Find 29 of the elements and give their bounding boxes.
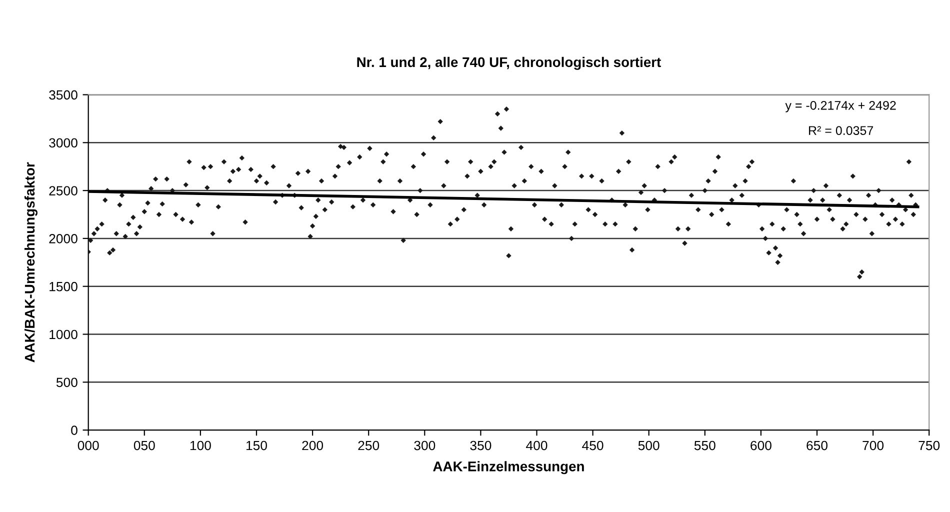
annotation: R² = 0.0357 [809, 126, 874, 135]
y-tick-label: 500 [56, 378, 78, 388]
y-tick-label: 2500 [49, 186, 78, 196]
x-tick-label: 300 [414, 440, 436, 450]
x-tick-label: 000 [78, 440, 99, 450]
x-tick-label: 750 [918, 440, 940, 450]
y-tick-label: 1500 [50, 282, 78, 292]
x-tick-label: 150 [246, 440, 267, 450]
x-tick-label: 500 [638, 440, 660, 450]
x-tick-label: 100 [190, 440, 211, 450]
x-tick-label: 550 [694, 440, 716, 450]
x-tick-label: 050 [134, 440, 155, 450]
y-tick-label: 3500 [49, 90, 78, 100]
x-tick-label: 200 [302, 440, 324, 450]
x-tick-label: 350 [470, 440, 492, 450]
x-tick-label: 250 [358, 440, 380, 450]
x-tick-label: 700 [862, 440, 884, 450]
y-tick-label: 2000 [49, 234, 78, 244]
x-tick-label: 600 [750, 440, 772, 450]
x-tick-label: 400 [526, 440, 548, 450]
y-axis-title: AAK/BAK-Umrechnungsfaktor [24, 162, 38, 362]
chart-title: Nr. 1 und 2, alle 740 UF, chronologisch sortiert [357, 56, 661, 70]
x-tick-label: 450 [582, 440, 604, 450]
x-axis-title: AAK-Einzelmessungen [433, 461, 584, 474]
x-tick-label: 650 [806, 440, 828, 450]
annotation: y = -0.2174x + 2492 [785, 100, 896, 112]
y-tick-label: 1000 [50, 330, 78, 340]
y-tick-label: 0 [71, 426, 78, 435]
y-tick-label: 3000 [49, 138, 78, 148]
